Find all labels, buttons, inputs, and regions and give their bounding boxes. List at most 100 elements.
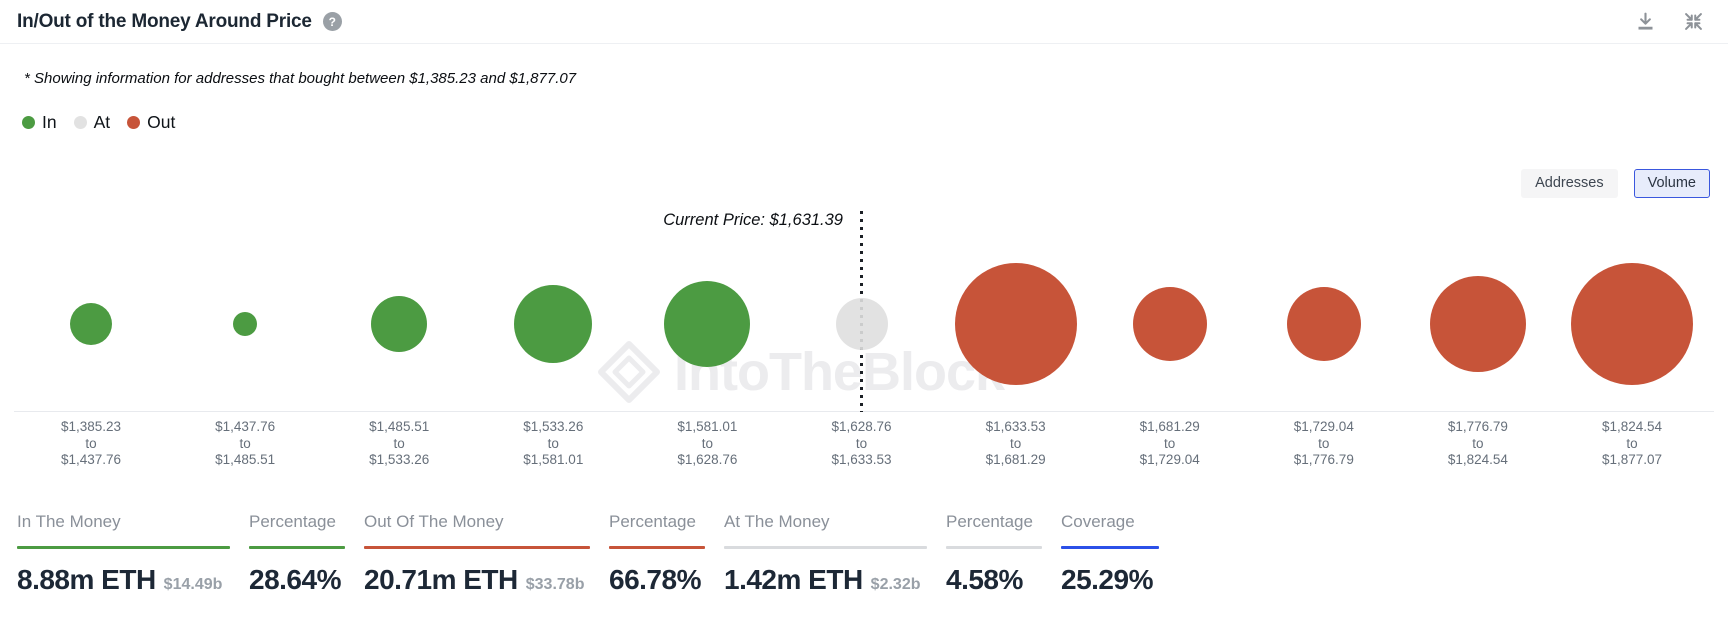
xaxis-label-to: $1,581.01 (523, 452, 584, 467)
stat-in-the-money: In The Money 8.88m ETH $14.49b (17, 512, 230, 596)
stat-value: 4.58% (946, 564, 1023, 595)
legend-item-in[interactable]: In (22, 112, 57, 133)
xaxis-label-from: $1,437.76 (215, 419, 276, 434)
xaxis-label-to: $1,628.76 (677, 452, 738, 467)
bubble-out[interactable] (1571, 263, 1693, 385)
xaxis-label-sep: to (1009, 435, 1022, 451)
legend-item-label: At (93, 112, 111, 132)
xaxis-label-sep: to (1164, 435, 1176, 451)
xaxis-label: $1,776.79 to $1,824.54 (1403, 419, 1553, 469)
legend-dot-icon (22, 116, 35, 129)
watermark: IntoTheBlock (597, 340, 1005, 404)
stat-value-row: 20.71m ETH $33.78b (364, 564, 590, 596)
legend-item-out[interactable]: Out (127, 112, 175, 133)
stat-value-row: 25.29% (1061, 564, 1159, 596)
stat-out-of-the-money: Out Of The Money 20.71m ETH $33.78b (364, 512, 590, 596)
xaxis-label-from: $1,581.01 (677, 419, 738, 434)
xaxis-label-to: $1,437.76 (60, 452, 122, 467)
xaxis-label-sep: to (1318, 435, 1330, 451)
xaxis-label-sep: to (393, 435, 405, 451)
xaxis-label-from: $1,533.26 (523, 419, 584, 434)
xaxis-label-from: $1,485.51 (369, 419, 430, 434)
legend-dot-icon (73, 116, 87, 129)
xaxis-label-sep: to (547, 435, 559, 451)
stat-value-row: 4.58% (946, 564, 1042, 596)
stat-header: At The Money (724, 512, 830, 531)
xaxis-label-sep: to (85, 435, 97, 451)
bubble-chart: IntoTheBlock Current Price: $1,631.39 $1… (0, 200, 1728, 480)
xaxis-label-from: $1,681.29 (1139, 419, 1200, 434)
stat-subvalue: $2.32b (870, 576, 921, 593)
bubble-in[interactable] (664, 281, 751, 367)
intotheblock-logo-icon (598, 341, 660, 403)
xaxis-label: $1,681.29 to $1,729.04 (1095, 419, 1245, 469)
stat-header: Percentage (946, 512, 1033, 531)
stat-header: Coverage (1061, 512, 1135, 531)
xaxis-label: $1,628.76 to $1,633.53 (787, 419, 937, 469)
stat-value: 28.64% (249, 564, 341, 595)
current-price-label: Current Price: $1,631.39 (663, 211, 843, 229)
bubble-out[interactable] (954, 263, 1077, 385)
stat-value: 8.88m ETH (17, 564, 156, 595)
xaxis-label-to: $1,633.53 (831, 452, 892, 467)
summary-stats: In The Money 8.88m ETH $14.49b Percentage 28… (17, 512, 1159, 596)
stat-underline (364, 546, 590, 549)
legend-item-label: In (42, 112, 57, 132)
bubble-out[interactable] (1286, 287, 1361, 361)
question-mark-icon[interactable]: ? (322, 12, 342, 31)
bubble-in[interactable] (70, 303, 112, 345)
bubble-in[interactable] (233, 312, 258, 336)
stat-at-the-money: At The Money 1.42m ETH $2.32b (724, 512, 927, 596)
xaxis-label-to: $1,533.26 (369, 452, 430, 467)
xaxis-label: $1,533.26 to $1,581.01 (478, 419, 628, 469)
addresses-toggle-button[interactable]: Addresses (1521, 169, 1618, 198)
addresses-volume-toggle: Addresses Volume (1521, 169, 1710, 198)
xaxis-label-from: $1,824.54 (1601, 419, 1663, 434)
xaxis-label: $1,385.23 to $1,437.76 (16, 419, 166, 469)
xaxis-label-sep: to (855, 435, 868, 451)
bubble-out[interactable] (1429, 276, 1526, 372)
xaxis-label: $1,824.54 to $1,877.07 (1557, 419, 1707, 469)
xaxis-label-sep: to (1626, 435, 1638, 451)
legend-item-at[interactable]: At (73, 112, 111, 133)
page-title: In/Out of the Money Around Price (17, 10, 312, 32)
stat-value: 25.29% (1061, 564, 1153, 595)
stat-underline (17, 546, 230, 549)
xaxis-label-to: $1,776.79 (1293, 452, 1354, 467)
bubble-in[interactable] (371, 296, 428, 352)
xaxis-label: $1,485.51 to $1,533.26 (324, 419, 474, 469)
xaxis-label-sep: to (701, 435, 714, 451)
stat-underline (1061, 546, 1159, 549)
download-icon[interactable] (1635, 11, 1656, 32)
xaxis-label-sep: to (239, 435, 251, 451)
xaxis-label-from: $1,729.04 (1293, 419, 1354, 434)
stat-value-row: 28.64% (249, 564, 345, 596)
xaxis-label-to: $1,729.04 (1139, 452, 1200, 467)
stat-subvalue: $33.78b (525, 576, 585, 593)
stat-value-row: 8.88m ETH $14.49b (17, 564, 230, 596)
volume-toggle-button[interactable]: Volume (1633, 169, 1710, 198)
stat-percentage: Percentage 66.78% (609, 512, 705, 596)
xaxis-label: $1,633.53 to $1,681.29 (941, 419, 1091, 469)
stat-header: Percentage (249, 512, 336, 531)
bubble-at[interactable] (835, 298, 888, 350)
legend-item-label: Out (147, 112, 176, 132)
legend-dot-icon (127, 116, 141, 129)
stat-header: Percentage (609, 512, 696, 531)
address-range-note: * Showing information for addresses that… (24, 70, 577, 87)
xaxis-label: $1,581.01 to $1,628.76 (632, 419, 782, 469)
xaxis-label: $1,437.76 to $1,485.51 (170, 419, 320, 469)
xaxis-label-from: $1,633.53 (985, 419, 1046, 434)
legend: In At Out (22, 112, 175, 133)
stat-underline (249, 546, 345, 549)
stat-percentage: Percentage 4.58% (946, 512, 1042, 596)
stat-value-row: 66.78% (609, 564, 705, 596)
stat-percentage: Percentage 28.64% (249, 512, 345, 596)
xaxis-label-to: $1,877.07 (1601, 452, 1663, 467)
bubble-in[interactable] (514, 285, 593, 363)
collapse-icon[interactable] (1683, 11, 1704, 32)
xaxis-label-to: $1,681.29 (985, 452, 1046, 467)
bubble-out[interactable] (1132, 287, 1207, 361)
stat-value: 1.42m ETH (724, 564, 863, 595)
widget-header: In/Out of the Money Around Price ? (0, 0, 1728, 44)
